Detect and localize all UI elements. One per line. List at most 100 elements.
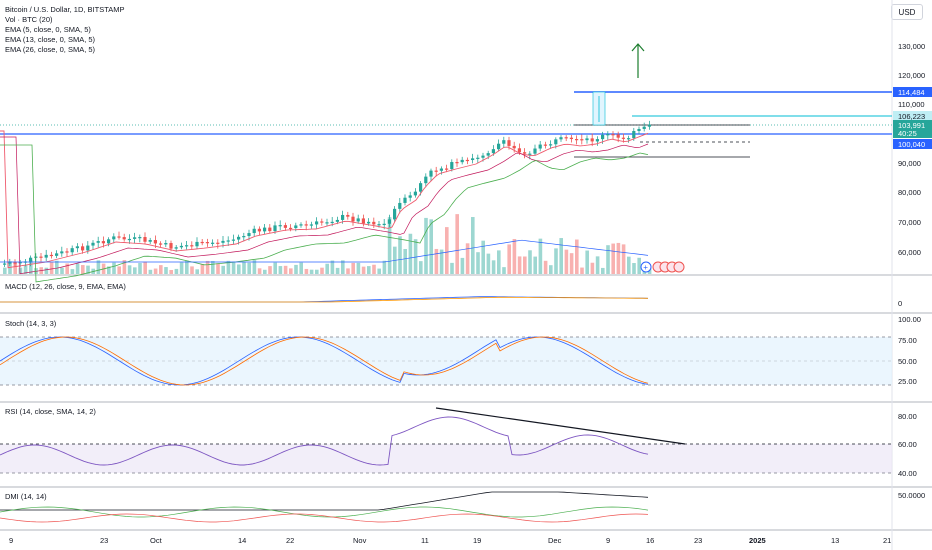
candle[interactable] — [242, 236, 246, 238]
candle[interactable] — [29, 257, 33, 262]
candle[interactable] — [424, 176, 428, 184]
candle[interactable] — [263, 227, 267, 232]
symbol-title[interactable]: Bitcoin / U.S. Dollar, 1D, BITSTAMP — [5, 5, 125, 14]
candle[interactable] — [309, 224, 313, 226]
rsi-label[interactable]: RSI (14, close, SMA, 14, 2) — [5, 407, 96, 416]
candle[interactable] — [75, 246, 79, 249]
candle[interactable] — [517, 148, 521, 153]
candle[interactable] — [153, 240, 157, 244]
time-axis[interactable]: 9 23 Oct 14 22 Nov 11 19 Dec 9 16 23 202… — [9, 536, 891, 545]
candle[interactable] — [497, 143, 501, 150]
candle[interactable] — [107, 239, 111, 244]
candles-layer[interactable] — [3, 120, 651, 268]
stoch-label[interactable]: Stoch (14, 3, 3) — [5, 319, 57, 328]
candle[interactable] — [523, 152, 527, 154]
candle[interactable] — [601, 134, 605, 140]
candle[interactable] — [460, 159, 464, 163]
candle[interactable] — [434, 170, 438, 172]
candle[interactable] — [211, 242, 215, 244]
candle[interactable] — [39, 256, 43, 258]
candle[interactable] — [377, 224, 381, 226]
macd-label[interactable]: MACD (12, 26, close, 9, EMA, EMA) — [5, 282, 126, 291]
candle[interactable] — [65, 251, 69, 253]
candle[interactable] — [445, 168, 449, 170]
candle[interactable] — [393, 208, 397, 220]
candle[interactable] — [512, 145, 516, 149]
candle[interactable] — [450, 162, 454, 170]
legend-volume[interactable]: Vol · BTC (20) — [5, 15, 53, 24]
candle[interactable] — [632, 131, 636, 139]
candle[interactable] — [408, 195, 412, 198]
candle[interactable] — [179, 245, 183, 248]
candle[interactable] — [226, 240, 230, 242]
legend-ema-26[interactable]: EMA (26, close, 0, SMA, 5) — [5, 45, 96, 54]
candle[interactable] — [335, 219, 339, 222]
candle[interactable] — [637, 128, 641, 132]
candle[interactable] — [554, 139, 558, 145]
candle[interactable] — [159, 243, 163, 245]
event-plus-icon[interactable] — [640, 261, 652, 273]
candle[interactable] — [502, 140, 506, 144]
candle[interactable] — [55, 253, 59, 256]
candle[interactable] — [8, 262, 12, 264]
candle[interactable] — [351, 216, 355, 222]
legend-ema-13[interactable]: EMA (13, close, 0, SMA, 5) — [5, 35, 96, 44]
resistance-tag[interactable] — [893, 87, 932, 97]
candle[interactable] — [133, 237, 137, 239]
candle[interactable] — [481, 155, 485, 158]
candle[interactable] — [13, 262, 17, 264]
candle[interactable] — [575, 139, 579, 141]
candle[interactable] — [382, 223, 386, 225]
rsi-trendline[interactable] — [435, 407, 686, 445]
dmi-label[interactable]: DMI (14, 14) — [5, 492, 47, 501]
candle[interactable] — [122, 237, 126, 240]
candle[interactable] — [361, 218, 365, 224]
candle[interactable] — [70, 248, 74, 253]
candle[interactable] — [559, 137, 563, 140]
last-price-tag[interactable] — [893, 120, 932, 138]
candle[interactable] — [429, 170, 433, 177]
candle[interactable] — [257, 228, 261, 232]
candle[interactable] — [580, 139, 584, 141]
candle[interactable] — [585, 138, 589, 141]
candle[interactable] — [164, 243, 168, 245]
candle[interactable] — [471, 158, 475, 161]
candle[interactable] — [190, 245, 194, 247]
candle[interactable] — [169, 243, 173, 249]
candle[interactable] — [642, 126, 646, 129]
candle[interactable] — [356, 218, 360, 222]
candle[interactable] — [387, 219, 391, 224]
candle[interactable] — [18, 262, 22, 264]
candle[interactable] — [127, 238, 131, 241]
candle[interactable] — [195, 241, 199, 247]
candle[interactable] — [81, 246, 85, 251]
candle[interactable] — [117, 236, 121, 238]
candle[interactable] — [372, 221, 376, 225]
candle[interactable] — [289, 227, 293, 230]
candle[interactable] — [606, 134, 610, 136]
candle[interactable] — [476, 157, 480, 159]
candle[interactable] — [507, 140, 511, 146]
candle[interactable] — [398, 202, 402, 209]
legend-ema-5[interactable]: EMA (5, close, 0, SMA, 5) — [5, 25, 91, 34]
candle[interactable] — [595, 139, 599, 142]
candle[interactable] — [413, 191, 417, 196]
candle[interactable] — [486, 153, 490, 156]
candle[interactable] — [621, 137, 625, 139]
dividend-icon[interactable] — [673, 261, 685, 273]
candle[interactable] — [185, 245, 189, 247]
candle[interactable] — [273, 225, 277, 232]
candle[interactable] — [320, 221, 324, 223]
candle[interactable] — [419, 183, 423, 192]
candle[interactable] — [138, 237, 142, 239]
candle[interactable] — [439, 168, 443, 171]
candle[interactable] — [86, 245, 90, 251]
candle[interactable] — [403, 197, 407, 203]
candle[interactable] — [49, 254, 53, 257]
candle[interactable] — [237, 236, 241, 240]
candle[interactable] — [611, 134, 615, 136]
candle[interactable] — [315, 221, 319, 225]
candle[interactable] — [569, 137, 573, 140]
candle[interactable] — [34, 256, 38, 258]
